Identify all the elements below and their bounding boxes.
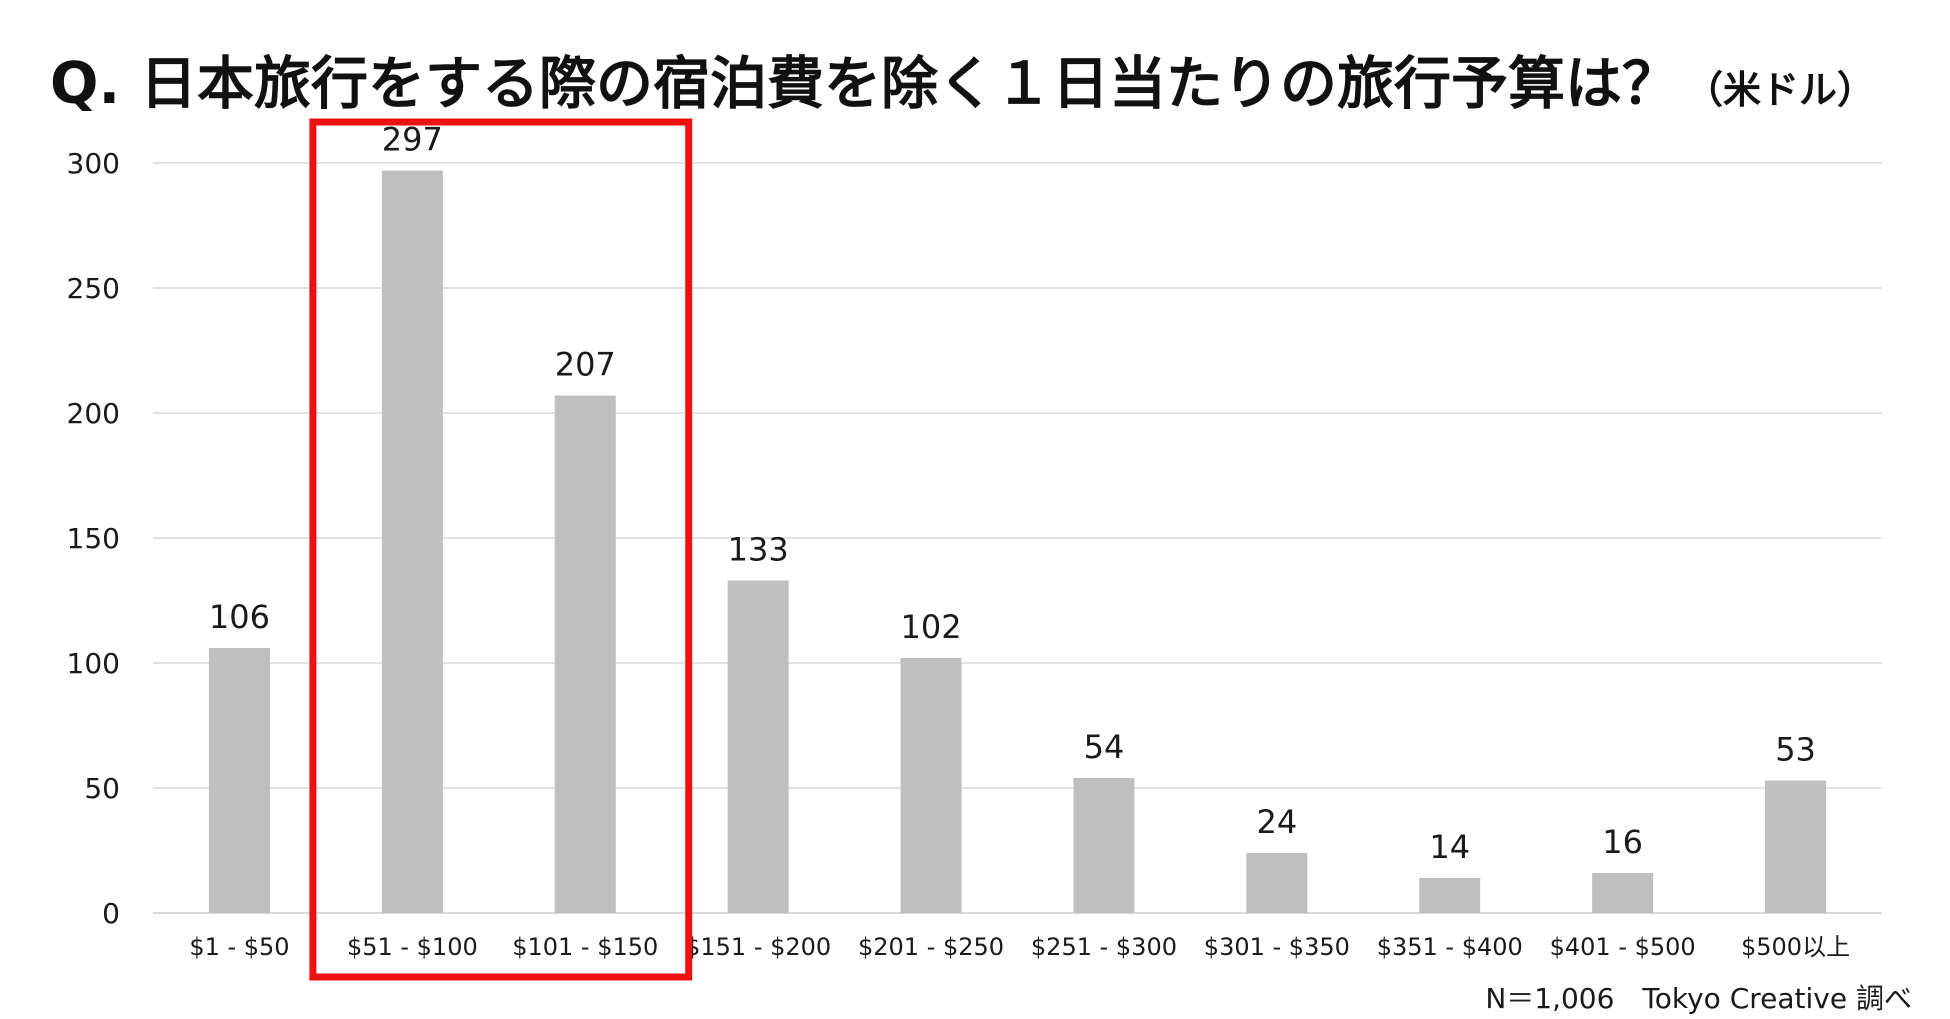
highlight-box xyxy=(309,118,693,981)
data-label: 133 xyxy=(728,531,789,569)
data-label: 106 xyxy=(209,598,270,636)
x-tick-label: $201 - $250 xyxy=(858,933,1004,961)
y-tick-label: 150 xyxy=(67,522,120,555)
chart-footnote: N＝1,006 Tokyo Creative 調べ xyxy=(1485,982,1912,1015)
x-tick-label: $51 - $100 xyxy=(347,933,478,961)
x-tick-label: $151 - $200 xyxy=(685,933,831,961)
bar xyxy=(1073,778,1135,913)
bar xyxy=(554,395,616,913)
chart-title-text: Q. 日本旅行をする際の宿泊費を除く１日当たりの旅行予算は？ xyxy=(50,51,1679,117)
y-tick-label: 100 xyxy=(67,647,120,680)
data-label: 53 xyxy=(1775,731,1816,769)
chart-title: Q. 日本旅行をする際の宿泊費を除く１日当たりの旅行予算は？ （米ドル） xyxy=(50,38,1875,120)
x-tick-label: $401 - $500 xyxy=(1550,933,1696,961)
data-label: 207 xyxy=(555,346,616,384)
bar xyxy=(900,658,962,913)
data-label: 16 xyxy=(1602,823,1643,861)
y-tick-label: 50 xyxy=(84,772,120,805)
x-tick-label: $1 - $50 xyxy=(189,933,289,961)
x-tick-label: $301 - $350 xyxy=(1204,933,1350,961)
x-tick-label: $101 - $150 xyxy=(512,933,658,961)
y-tick-label: 250 xyxy=(67,272,120,305)
data-label: 14 xyxy=(1429,828,1470,866)
bar xyxy=(208,648,270,913)
bar xyxy=(1765,780,1827,913)
x-tick-label: $351 - $400 xyxy=(1377,933,1523,961)
data-label: 102 xyxy=(901,608,962,646)
data-label: 54 xyxy=(1084,728,1125,766)
bar xyxy=(381,170,443,913)
y-tick-label: 0 xyxy=(102,897,120,930)
bar xyxy=(1419,878,1481,913)
x-tick-label: $500以上 xyxy=(1741,933,1850,961)
y-tick-label: 200 xyxy=(67,397,120,430)
x-tick-label: $251 - $300 xyxy=(1031,933,1177,961)
y-tick-label: 300 xyxy=(67,147,120,180)
chart-title-unit: （米ドル） xyxy=(1684,68,1875,112)
data-label: 24 xyxy=(1256,803,1297,841)
data-label: 297 xyxy=(382,121,443,159)
bar xyxy=(1592,873,1654,913)
bar xyxy=(1246,853,1308,913)
bar xyxy=(727,580,789,913)
